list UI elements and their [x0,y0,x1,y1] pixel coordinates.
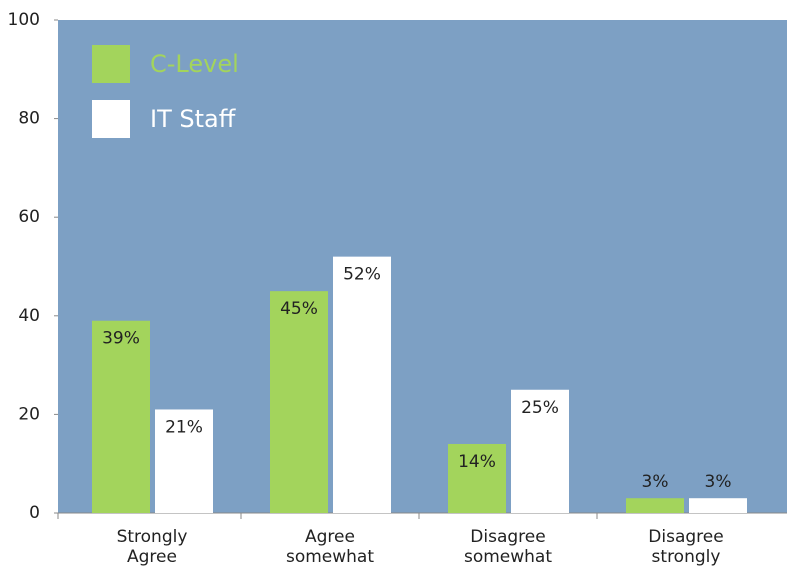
y-tick-label: 60 [18,207,40,227]
bar [333,256,391,513]
x-tick-label: Disagree strongly [648,527,723,567]
legend-swatch [92,100,130,138]
value-label: 45% [280,299,318,319]
x-tick-label: Strongly Agree [117,527,188,567]
x-tick-label: Agree somewhat [286,527,374,567]
y-tick-label: 100 [8,10,40,30]
value-label: 52% [343,265,381,285]
value-label: 25% [521,398,559,418]
x-tick-label: Disagree somewhat [464,527,552,567]
y-tick-label: 0 [29,503,40,523]
bar [155,409,213,513]
bar [689,498,747,513]
y-tick-label: 80 [18,109,40,129]
bar [270,291,328,513]
bar [626,498,684,513]
bar [92,320,150,513]
value-label: 3% [705,472,732,492]
value-label: 39% [102,329,140,349]
bar [448,443,506,513]
legend-label: C-Level [150,50,239,78]
value-label: 21% [165,417,203,437]
bar [511,389,569,513]
y-tick-label: 20 [18,404,40,424]
y-tick-label: 40 [18,306,40,326]
legend-swatch [92,45,130,83]
legend-label: IT Staff [150,105,236,133]
value-label: 3% [642,472,669,492]
value-label: 14% [458,452,496,472]
